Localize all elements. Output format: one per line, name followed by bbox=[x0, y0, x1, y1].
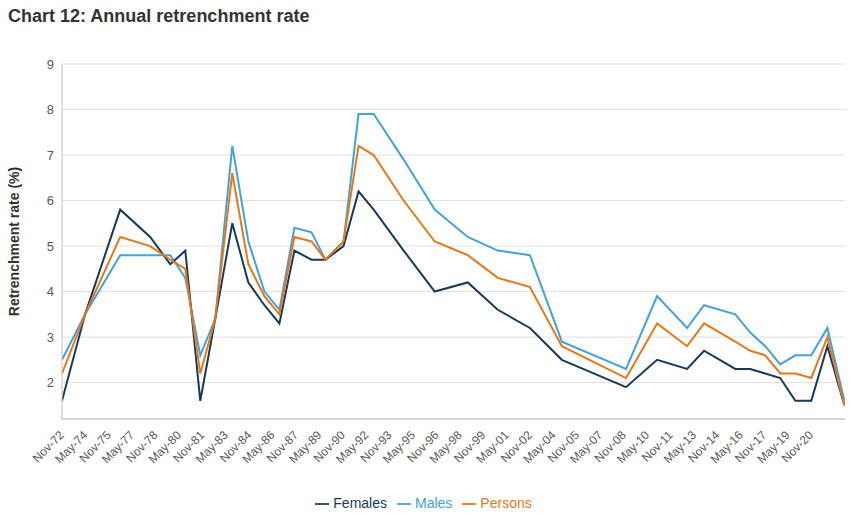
svg-text:Nov-90: Nov-90 bbox=[310, 428, 348, 466]
svg-text:Nov-72: Nov-72 bbox=[29, 428, 67, 466]
svg-text:Nov-84: Nov-84 bbox=[217, 428, 255, 466]
svg-text:May-16: May-16 bbox=[707, 428, 746, 467]
svg-text:May-10: May-10 bbox=[614, 428, 653, 467]
svg-text:Nov-14: Nov-14 bbox=[685, 428, 723, 466]
svg-text:Nov-87: Nov-87 bbox=[263, 428, 302, 466]
svg-text:May-83: May-83 bbox=[192, 428, 231, 467]
svg-text:May-80: May-80 bbox=[145, 428, 184, 467]
svg-text:3: 3 bbox=[47, 330, 54, 345]
svg-text:Nov-75: Nov-75 bbox=[76, 428, 114, 466]
html-text:Females: Females bbox=[333, 495, 387, 511]
svg-text:Nov-20: Nov-20 bbox=[779, 428, 816, 465]
svg-text:May-77: May-77 bbox=[99, 428, 138, 467]
svg-text:Nov-93: Nov-93 bbox=[357, 428, 395, 466]
svg-text:2: 2 bbox=[47, 375, 54, 390]
svg-text:4: 4 bbox=[47, 284, 54, 299]
svg-text:Nov-96: Nov-96 bbox=[404, 428, 442, 466]
svg-text:Nov-78: Nov-78 bbox=[123, 428, 161, 466]
svg-text:5: 5 bbox=[47, 239, 54, 254]
svg-text:Nov-81: Nov-81 bbox=[170, 428, 208, 466]
svg-text:May-04: May-04 bbox=[520, 428, 559, 467]
svg-text:May-01: May-01 bbox=[473, 428, 512, 467]
html-text:Males: Males bbox=[415, 495, 453, 511]
svg-text:Nov-99: Nov-99 bbox=[451, 428, 489, 466]
svg-text:May-95: May-95 bbox=[379, 428, 419, 467]
svg-text:Nov-08: Nov-08 bbox=[591, 428, 629, 466]
svg-text:Retrenchment rate (%): Retrenchment rate (%) bbox=[8, 167, 22, 316]
svg-text:May-92: May-92 bbox=[333, 428, 372, 467]
svg-text:May-74: May-74 bbox=[52, 428, 91, 467]
svg-text:May-07: May-07 bbox=[567, 428, 606, 467]
svg-text:May-89: May-89 bbox=[286, 428, 325, 467]
svg-text:6: 6 bbox=[47, 193, 54, 208]
svg-text:8: 8 bbox=[47, 102, 54, 117]
svg-text:Nov-02: Nov-02 bbox=[497, 428, 536, 466]
svg-text:Nov-11: Nov-11 bbox=[639, 428, 676, 465]
svg-text:Nov-17: Nov-17 bbox=[732, 428, 770, 466]
html-text:Chart 12: Annual retrenchment: Chart 12: Annual retrenchment rate bbox=[8, 6, 310, 26]
svg-text:May-98: May-98 bbox=[426, 428, 465, 467]
svg-text:May-13: May-13 bbox=[660, 428, 699, 467]
svg-text:9: 9 bbox=[47, 57, 54, 72]
html-text:Persons: Persons bbox=[480, 495, 532, 511]
svg-text:Nov-05: Nov-05 bbox=[544, 428, 582, 466]
svg-text:May-19: May-19 bbox=[754, 428, 793, 467]
svg-text:7: 7 bbox=[47, 148, 54, 163]
svg-text:May-86: May-86 bbox=[239, 428, 278, 467]
